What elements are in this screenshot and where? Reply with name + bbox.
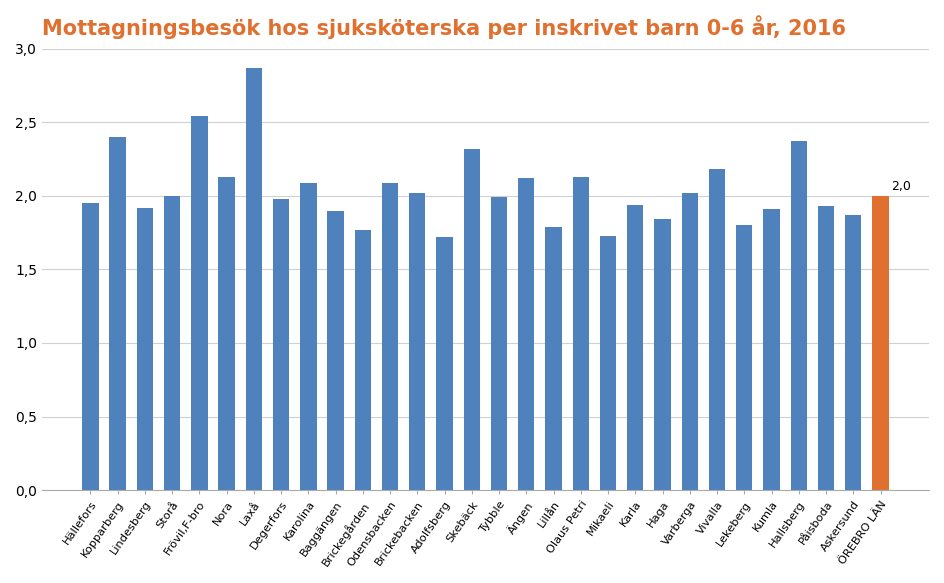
Bar	[627, 205, 644, 490]
Bar	[164, 196, 180, 490]
Bar	[137, 208, 153, 490]
Bar	[218, 177, 235, 490]
Text: Mottagningsbesök hos sjuksköterska per inskrivet barn 0-6 år, 2016: Mottagningsbesök hos sjuksköterska per i…	[42, 15, 846, 39]
Bar	[82, 203, 98, 490]
Bar	[845, 215, 862, 490]
Bar	[599, 236, 616, 490]
Bar	[409, 193, 426, 490]
Bar	[464, 149, 480, 490]
Bar	[764, 209, 780, 490]
Bar	[573, 177, 589, 490]
Bar	[300, 182, 316, 490]
Bar	[192, 117, 208, 490]
Text: 2,0: 2,0	[891, 180, 911, 193]
Bar	[546, 227, 562, 490]
Bar	[245, 68, 262, 490]
Bar	[654, 219, 670, 490]
Bar	[355, 230, 371, 490]
Bar	[736, 225, 752, 490]
Bar	[818, 206, 834, 490]
Bar	[709, 170, 725, 490]
Bar	[436, 237, 453, 490]
Bar	[518, 178, 534, 490]
Bar	[110, 137, 126, 490]
Bar	[682, 193, 698, 490]
Bar	[273, 199, 289, 490]
Bar	[790, 142, 807, 490]
Bar	[382, 182, 398, 490]
Bar	[491, 197, 507, 490]
Bar	[872, 196, 888, 490]
Bar	[328, 210, 344, 490]
